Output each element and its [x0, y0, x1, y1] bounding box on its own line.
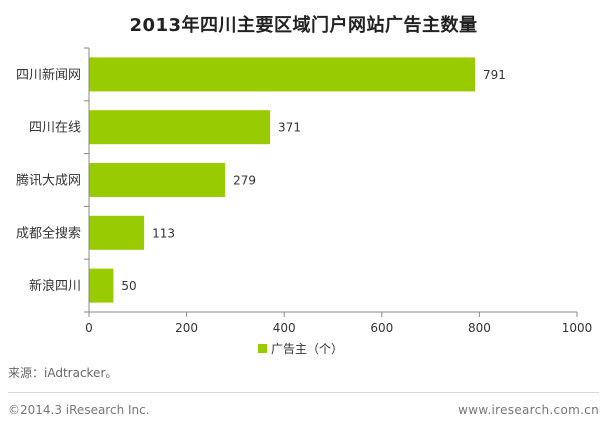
data-label: 113	[152, 226, 175, 240]
footer-divider	[8, 392, 599, 393]
category-label: 四川在线	[29, 121, 81, 136]
source-note: 来源：iAdtracker。	[8, 366, 118, 380]
copyright-text: ©2014.3 iResearch Inc.	[8, 403, 150, 417]
category-label: 新浪四川	[29, 278, 81, 294]
category-label: 腾讯大成网	[16, 173, 81, 189]
data-label: 791	[483, 68, 506, 82]
bar	[89, 215, 145, 250]
bar	[89, 268, 114, 303]
legend-swatch	[258, 344, 267, 353]
data-label: 279	[233, 174, 256, 188]
website-url: www.iresearch.com.cn	[458, 403, 599, 417]
category-label: 四川新闻网	[16, 67, 81, 83]
chart-title: 2013年四川主要区域门户网站广告主数量	[129, 15, 478, 36]
data-label: 50	[121, 279, 136, 293]
bar	[89, 163, 226, 197]
x-tick-label: 800	[468, 321, 491, 335]
legend-label: 广告主（个）	[271, 342, 343, 356]
category-label: 成都全搜索	[16, 225, 81, 241]
bar	[89, 110, 271, 145]
x-tick-label: 0	[85, 321, 93, 335]
x-tick-label: 400	[273, 321, 296, 335]
data-label: 371	[278, 121, 301, 135]
x-tick-label: 200	[175, 321, 198, 335]
x-tick-label: 600	[370, 321, 393, 335]
bar	[89, 57, 476, 92]
x-tick-label: 1000	[562, 321, 593, 335]
